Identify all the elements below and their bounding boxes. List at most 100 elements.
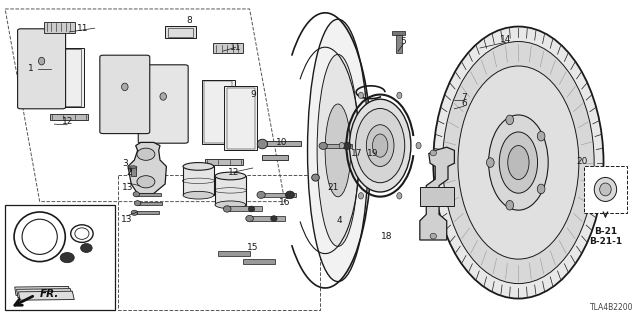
Ellipse shape bbox=[506, 200, 513, 210]
Ellipse shape bbox=[339, 142, 344, 149]
Ellipse shape bbox=[215, 172, 246, 180]
Bar bbox=[205, 159, 243, 165]
Ellipse shape bbox=[60, 252, 74, 263]
Text: 5: 5 bbox=[401, 37, 406, 46]
Polygon shape bbox=[15, 286, 70, 295]
Text: 17: 17 bbox=[351, 149, 363, 158]
Ellipse shape bbox=[160, 93, 166, 100]
Bar bbox=[56, 49, 81, 106]
Text: 20: 20 bbox=[577, 157, 588, 166]
FancyBboxPatch shape bbox=[100, 55, 150, 134]
Bar bbox=[227, 206, 262, 211]
Text: 13: 13 bbox=[121, 215, 132, 224]
Bar bbox=[202, 80, 235, 144]
Bar bbox=[204, 81, 232, 143]
Bar bbox=[261, 193, 296, 197]
Text: 21: 21 bbox=[327, 183, 339, 192]
Polygon shape bbox=[128, 142, 166, 194]
Bar bbox=[136, 193, 161, 196]
Polygon shape bbox=[17, 289, 72, 298]
Bar bbox=[215, 176, 246, 205]
Ellipse shape bbox=[129, 166, 137, 168]
Ellipse shape bbox=[594, 177, 617, 202]
Bar bbox=[243, 259, 275, 264]
Text: 11: 11 bbox=[77, 24, 89, 33]
Ellipse shape bbox=[215, 201, 246, 209]
Ellipse shape bbox=[488, 115, 548, 210]
Text: 12: 12 bbox=[228, 168, 239, 177]
Ellipse shape bbox=[430, 150, 436, 156]
Polygon shape bbox=[19, 291, 74, 300]
Bar bbox=[584, 166, 627, 213]
FancyBboxPatch shape bbox=[138, 65, 188, 143]
Ellipse shape bbox=[499, 132, 538, 193]
FancyBboxPatch shape bbox=[18, 29, 65, 109]
Ellipse shape bbox=[183, 191, 214, 199]
Ellipse shape bbox=[317, 54, 359, 246]
Ellipse shape bbox=[416, 142, 421, 149]
Bar bbox=[168, 28, 193, 37]
Bar bbox=[183, 166, 214, 195]
Ellipse shape bbox=[372, 134, 388, 157]
Text: 15: 15 bbox=[247, 243, 259, 252]
Text: 14: 14 bbox=[500, 36, 511, 44]
Text: 10: 10 bbox=[276, 138, 287, 147]
Ellipse shape bbox=[356, 108, 404, 183]
Text: 19: 19 bbox=[367, 149, 378, 158]
FancyBboxPatch shape bbox=[44, 22, 75, 33]
Bar bbox=[131, 167, 136, 176]
Ellipse shape bbox=[430, 233, 436, 239]
Ellipse shape bbox=[433, 27, 604, 299]
Text: 4: 4 bbox=[337, 216, 342, 225]
Ellipse shape bbox=[183, 163, 214, 170]
Ellipse shape bbox=[506, 115, 513, 125]
Ellipse shape bbox=[134, 201, 141, 206]
Text: TLA4B2200: TLA4B2200 bbox=[590, 303, 634, 312]
Ellipse shape bbox=[130, 167, 136, 172]
Ellipse shape bbox=[285, 191, 294, 199]
Ellipse shape bbox=[312, 174, 319, 181]
Ellipse shape bbox=[246, 215, 253, 222]
Ellipse shape bbox=[538, 184, 545, 194]
Bar bbox=[250, 216, 285, 221]
Ellipse shape bbox=[133, 192, 140, 197]
Ellipse shape bbox=[325, 104, 351, 197]
FancyBboxPatch shape bbox=[213, 43, 243, 53]
Ellipse shape bbox=[38, 57, 45, 65]
Ellipse shape bbox=[486, 158, 494, 167]
Text: 6: 6 bbox=[461, 100, 467, 108]
Bar bbox=[50, 114, 88, 120]
Text: B-21-1: B-21-1 bbox=[589, 237, 622, 246]
Bar bbox=[396, 34, 402, 53]
Bar bbox=[227, 88, 255, 149]
Ellipse shape bbox=[131, 210, 138, 215]
Ellipse shape bbox=[271, 216, 277, 221]
Text: 18: 18 bbox=[381, 232, 393, 241]
Ellipse shape bbox=[358, 92, 364, 99]
Ellipse shape bbox=[81, 244, 92, 252]
Ellipse shape bbox=[458, 66, 579, 259]
Bar bbox=[53, 48, 84, 107]
Ellipse shape bbox=[538, 132, 545, 141]
Text: 13: 13 bbox=[122, 183, 134, 192]
Bar bbox=[165, 26, 196, 38]
Bar bbox=[420, 187, 454, 206]
Ellipse shape bbox=[349, 99, 411, 192]
Ellipse shape bbox=[307, 19, 369, 282]
Ellipse shape bbox=[248, 206, 255, 212]
Text: 8: 8 bbox=[186, 16, 191, 25]
Text: 3: 3 bbox=[123, 159, 128, 168]
Ellipse shape bbox=[122, 83, 128, 91]
Ellipse shape bbox=[257, 139, 268, 149]
Ellipse shape bbox=[508, 146, 529, 180]
Bar bbox=[134, 211, 159, 214]
Text: 16: 16 bbox=[279, 198, 291, 207]
Ellipse shape bbox=[137, 148, 155, 160]
Ellipse shape bbox=[366, 125, 394, 166]
Bar bbox=[323, 144, 352, 148]
Bar bbox=[5, 205, 115, 310]
Text: 12: 12 bbox=[61, 117, 73, 126]
Bar bbox=[262, 155, 288, 160]
Text: 7: 7 bbox=[461, 93, 467, 102]
Ellipse shape bbox=[443, 42, 594, 284]
